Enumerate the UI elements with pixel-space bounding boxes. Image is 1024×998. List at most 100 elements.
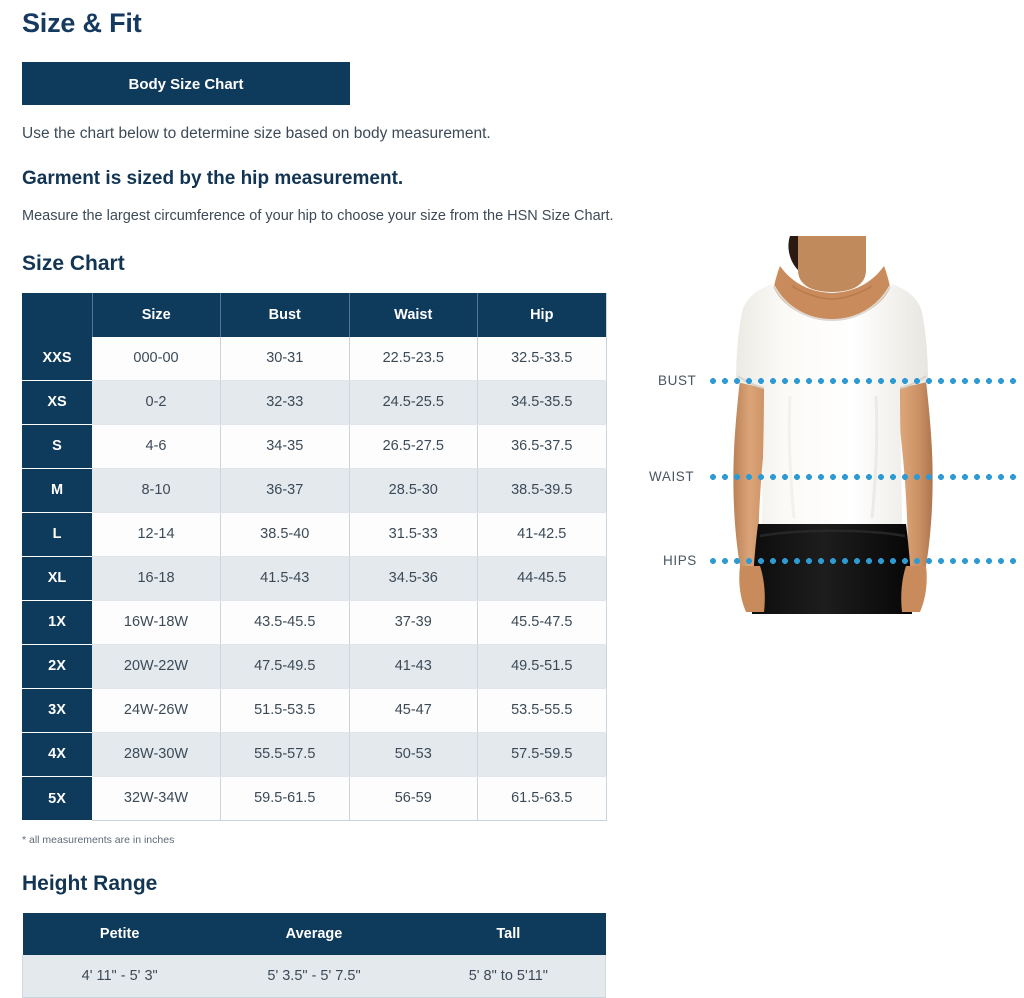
size-fit-panel: Size & Fit Body Size Chart Use the chart… [21, 0, 622, 998]
waist-label: WAIST [649, 469, 695, 484]
waist-value-cell: 34.5-36 [349, 556, 478, 601]
height-range-header-row: Petite Average Tall [22, 913, 606, 956]
bust-label: BUST [658, 373, 697, 388]
hip-value-cell: 36.5-37.5 [477, 424, 607, 469]
size-label-cell: XL [22, 556, 92, 601]
size-label-cell: 4X [22, 732, 92, 777]
size-value-cell: 20W-22W [92, 644, 221, 689]
table-row: 2X 20W-22W 47.5-49.5 41-43 49.5-51.5 [22, 644, 607, 689]
size-chart-header-size: Size [92, 292, 221, 337]
table-row: XL 16-18 41.5-43 34.5-36 44-45.5 [22, 556, 607, 601]
hip-measurement-subheading: Garment is sized by the hip measurement. [22, 168, 404, 190]
table-row: 4X 28W-30W 55.5-57.5 50-53 57.5-59.5 [22, 732, 607, 777]
size-label-cell: 2X [22, 644, 92, 689]
bust-value-cell: 47.5-49.5 [220, 644, 350, 689]
size-value-cell: 16W-18W [92, 600, 221, 645]
height-range-average-value: 5' 3.5" - 5' 7.5" [216, 955, 412, 998]
size-chart-header-row: Size Bust Waist Hip [22, 292, 607, 337]
table-row: L 12-14 38.5-40 31.5-33 41-42.5 [22, 512, 607, 557]
size-value-cell: 4-6 [92, 424, 221, 469]
size-chart-title: Size Chart [22, 251, 125, 275]
size-label-cell: M [22, 468, 92, 513]
hips-dotted-line [707, 558, 1017, 564]
waist-value-cell: 45-47 [349, 688, 478, 733]
waist-dotted-line [707, 474, 1017, 480]
size-label-cell: L [22, 512, 92, 557]
size-value-cell: 32W-34W [92, 776, 221, 821]
bust-value-cell: 34-35 [220, 424, 350, 469]
size-value-cell: 000-00 [92, 336, 221, 381]
size-chart-header-hip: Hip [477, 292, 607, 337]
hip-value-cell: 32.5-33.5 [477, 336, 607, 381]
waist-value-cell: 41-43 [349, 644, 478, 689]
size-value-cell: 8-10 [92, 468, 221, 513]
hip-value-cell: 61.5-63.5 [477, 776, 607, 821]
intro-text: Use the chart below to determine size ba… [22, 125, 491, 143]
size-label-cell: XXS [22, 336, 92, 381]
bust-dotted-line [707, 378, 1017, 384]
size-value-cell: 16-18 [92, 556, 221, 601]
model-illustration [640, 236, 1024, 626]
measurements-footnote: * all measurements are in inches [22, 833, 175, 846]
bust-value-cell: 43.5-45.5 [220, 600, 350, 645]
table-row: 4' 11" - 5' 3" 5' 3.5" - 5' 7.5" 5' 8" t… [21, 955, 607, 998]
table-row: S 4-6 34-35 26.5-27.5 36.5-37.5 [22, 424, 607, 469]
hip-measurement-description: Measure the largest circumference of you… [22, 207, 614, 224]
bust-value-cell: 36-37 [220, 468, 350, 513]
bust-value-cell: 55.5-57.5 [220, 732, 350, 777]
size-chart-header-bust: Bust [220, 292, 350, 337]
hip-value-cell: 57.5-59.5 [477, 732, 607, 777]
size-label-cell: S [22, 424, 92, 469]
size-value-cell: 12-14 [92, 512, 221, 557]
table-row: XXS 000-00 30-31 22.5-23.5 32.5-33.5 [22, 336, 607, 381]
waist-value-cell: 24.5-25.5 [349, 380, 478, 425]
bust-value-cell: 32-33 [220, 380, 350, 425]
size-value-cell: 28W-30W [92, 732, 221, 777]
bust-value-cell: 51.5-53.5 [220, 688, 350, 733]
hip-value-cell: 34.5-35.5 [477, 380, 607, 425]
size-label-cell: 1X [22, 600, 92, 645]
waist-value-cell: 22.5-23.5 [349, 336, 478, 381]
bust-value-cell: 41.5-43 [220, 556, 350, 601]
hip-value-cell: 49.5-51.5 [477, 644, 607, 689]
hip-value-cell: 53.5-55.5 [477, 688, 607, 733]
hip-value-cell: 44-45.5 [477, 556, 607, 601]
bust-value-cell: 38.5-40 [220, 512, 350, 557]
size-value-cell: 24W-26W [92, 688, 221, 733]
height-range-table: Petite Average Tall 4' 11" - 5' 3" 5' 3.… [21, 913, 607, 998]
table-row: 1X 16W-18W 43.5-45.5 37-39 45.5-47.5 [22, 600, 607, 645]
table-row: M 8-10 36-37 28.5-30 38.5-39.5 [22, 468, 607, 513]
table-row: 3X 24W-26W 51.5-53.5 45-47 53.5-55.5 [22, 688, 607, 733]
height-range-tall-value: 5' 8" to 5'11" [411, 955, 607, 998]
waist-value-cell: 28.5-30 [349, 468, 478, 513]
hip-value-cell: 45.5-47.5 [477, 600, 607, 645]
height-range-header-average: Average [216, 913, 412, 956]
size-label-cell: XS [22, 380, 92, 425]
bust-value-cell: 59.5-61.5 [220, 776, 350, 821]
table-row: 5X 32W-34W 59.5-61.5 56-59 61.5-63.5 [22, 776, 607, 821]
waist-value-cell: 26.5-27.5 [349, 424, 478, 469]
waist-value-cell: 56-59 [349, 776, 478, 821]
size-label-cell: 3X [22, 688, 92, 733]
size-value-cell: 0-2 [92, 380, 221, 425]
table-row: XS 0-2 32-33 24.5-25.5 34.5-35.5 [22, 380, 607, 425]
hips-label: HIPS [663, 553, 697, 568]
size-chart-header-waist: Waist [349, 292, 478, 337]
waist-value-cell: 37-39 [349, 600, 478, 645]
height-range-header-petite: Petite [22, 913, 217, 956]
height-range-header-tall: Tall [411, 913, 606, 956]
hip-value-cell: 41-42.5 [477, 512, 607, 557]
measurement-figure: BUST WAIST HIPS [640, 236, 1024, 626]
height-range-petite-value: 4' 11" - 5' 3" [21, 955, 218, 998]
size-chart-table: Size Bust Waist Hip XXS 000-00 30-31 22.… [22, 292, 607, 821]
page-title: Size & Fit [22, 8, 142, 38]
hip-value-cell: 38.5-39.5 [477, 468, 607, 513]
waist-value-cell: 31.5-33 [349, 512, 478, 557]
waist-value-cell: 50-53 [349, 732, 478, 777]
size-label-cell: 5X [22, 776, 92, 821]
bust-value-cell: 30-31 [220, 336, 350, 381]
body-size-chart-button[interactable]: Body Size Chart [22, 62, 350, 106]
size-chart-body: XXS 000-00 30-31 22.5-23.5 32.5-33.5 XS … [22, 336, 607, 821]
size-chart-header-corner [22, 292, 93, 337]
height-range-title: Height Range [22, 871, 158, 895]
